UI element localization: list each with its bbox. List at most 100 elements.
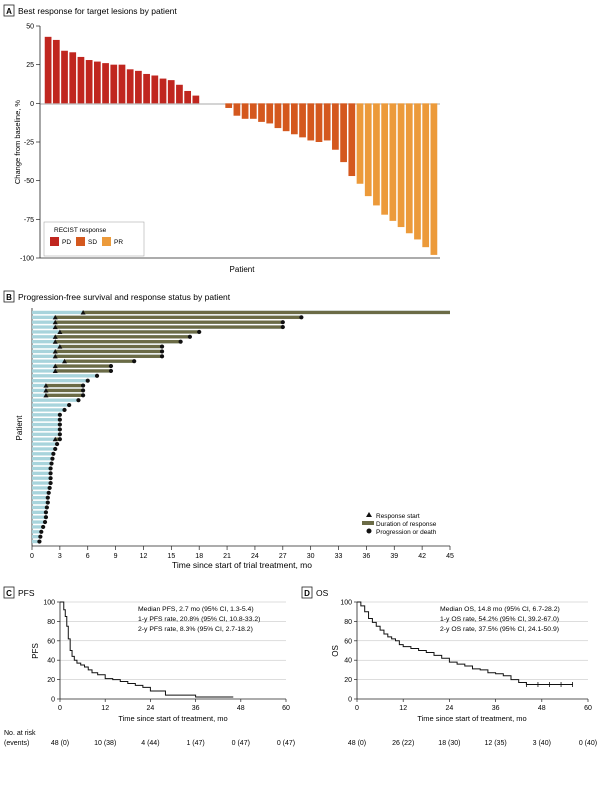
- waterfall-bar: [241, 103, 249, 119]
- waterfall-bar: [233, 103, 241, 116]
- panel-c-stat-1: Median PFS, 2.7 mo (95% CI, 1.3-5.4): [138, 606, 254, 613]
- waterfall-bar: [348, 103, 356, 177]
- panel-c-letter: C: [6, 589, 12, 598]
- progression-marker: [94, 373, 100, 378]
- panel-b-swimmer-bars: [32, 309, 450, 544]
- x-tick-label: 24: [147, 705, 155, 712]
- at-risk-value: 0 (47): [277, 740, 295, 747]
- response-start-marker: [52, 314, 58, 320]
- waterfall-bar: [405, 103, 413, 234]
- progression-marker: [108, 363, 114, 369]
- progression-marker: [46, 490, 51, 495]
- panel-d-letter: D: [304, 589, 310, 598]
- panel-b-legend: Response start Duration of response Prog…: [362, 512, 437, 536]
- waterfall-bar: [110, 64, 118, 104]
- response-start-marker: [43, 392, 49, 398]
- progression-marker: [299, 315, 304, 320]
- x-tick-label: 33: [335, 553, 343, 560]
- progression-marker: [44, 505, 49, 510]
- x-tick-label: 60: [584, 705, 592, 712]
- pfs-bar: [32, 408, 65, 412]
- progression-marker: [51, 451, 56, 456]
- progression-marker: [85, 378, 90, 383]
- pfs-bar: [32, 437, 60, 441]
- response-start-marker: [52, 363, 58, 369]
- response-start-marker: [62, 358, 68, 364]
- pfs-bar: [32, 500, 48, 505]
- panel-a-ylabel: Change from baseline, %: [13, 100, 22, 185]
- waterfall-bar: [373, 103, 380, 206]
- legend-progression-label: Progression or death: [376, 529, 437, 536]
- waterfall-bar: [381, 103, 389, 215]
- waterfall-bar: [299, 103, 306, 138]
- legend-duration-label: Duration of response: [376, 521, 437, 528]
- waterfall-bar: [102, 63, 109, 104]
- progression-marker: [48, 466, 53, 471]
- y-tick-label: 100: [43, 600, 55, 607]
- panel-c-grid: 0 20 40 60 80 100 0 12 24 36 48 60: [43, 600, 290, 713]
- progression-marker: [159, 354, 165, 359]
- y-tick-label: 60: [344, 638, 352, 645]
- legend-response-start-label: Response start: [376, 513, 420, 520]
- progression-marker: [57, 412, 62, 417]
- pfs-bar: [32, 379, 88, 383]
- y-tick-label: 50: [26, 24, 34, 31]
- pfs-bar: [32, 510, 46, 514]
- x-tick-label: 42: [418, 553, 426, 560]
- waterfall-bar: [340, 103, 347, 163]
- legend-response-start-marker: [366, 512, 372, 517]
- panel-c-title: PFS: [18, 588, 35, 598]
- waterfall-bar: [356, 103, 364, 184]
- y-tick-label: -75: [24, 217, 34, 224]
- response-start-marker: [52, 319, 58, 325]
- waterfall-bar: [315, 103, 323, 142]
- waterfall-bar: [61, 50, 68, 104]
- panel-c: C PFS PFS 0 20 40 60 80 100 0 12 24 36 48 60 Median…: [3, 586, 295, 747]
- panel-b-title: Progression-free survival and response s…: [18, 292, 231, 302]
- duration-bar: [45, 383, 84, 388]
- pfs-bar: [32, 442, 58, 446]
- pfs-bar: [32, 452, 54, 456]
- progression-marker: [62, 407, 67, 413]
- pfs-bar: [32, 476, 51, 480]
- progression-marker: [280, 324, 285, 330]
- x-tick-label: 12: [399, 705, 407, 712]
- panel-b-letter-box: [3, 290, 15, 303]
- at-risk-value: 26 (22): [392, 740, 414, 747]
- waterfall-bar: [135, 70, 142, 104]
- pfs-bar: [32, 398, 79, 402]
- progression-marker: [41, 524, 46, 530]
- waterfall-bar: [364, 103, 372, 197]
- panel-d-stat-3: 2-y OS rate, 37.5% (95% CI, 24.1-50.9): [440, 626, 559, 633]
- y-tick-label: 100: [340, 600, 352, 607]
- panel-b-x-ticks: 0 3 6 9 12 15 18 21 24 27 30 33 36 39 42 45: [30, 546, 454, 560]
- y-tick-label: 40: [344, 658, 352, 665]
- panel-d-at-risk-row: 48 (0) 26 (22) 18 (30) 12 (35) 3 (40) 0 (40): [348, 740, 597, 747]
- panel-a: A Best response for target lesions by pa…: [3, 4, 440, 274]
- waterfall-bar: [118, 64, 126, 104]
- progression-marker: [159, 349, 165, 354]
- progression-marker: [80, 393, 86, 398]
- progression-marker: [50, 456, 55, 461]
- panel-a-letter: A: [6, 7, 12, 16]
- progression-marker: [80, 388, 86, 393]
- response-start-marker: [80, 309, 86, 315]
- progression-marker: [57, 427, 62, 432]
- panel-a-bars: [44, 36, 438, 255]
- waterfall-bar: [332, 103, 339, 150]
- waterfall-bar: [159, 78, 167, 104]
- duration-bar: [45, 393, 84, 397]
- panel-c-letter-box: [3, 586, 15, 599]
- progression-marker: [38, 534, 43, 539]
- waterfall-bar: [397, 103, 405, 228]
- y-tick-label: 0: [30, 101, 34, 108]
- panel-c-xlabel: Time since start of treatment, mo: [118, 714, 227, 723]
- y-tick-label: 25: [26, 62, 34, 69]
- duration-bar: [59, 344, 163, 349]
- legend-pd-label: PD: [62, 239, 71, 246]
- waterfall-bar: [389, 103, 397, 221]
- panel-d-stat-2: 1-y OS rate, 54.2% (95% CI, 39.2-67.0): [440, 616, 559, 623]
- progression-marker: [37, 539, 42, 544]
- panel-a-xlabel: Patient: [230, 265, 256, 274]
